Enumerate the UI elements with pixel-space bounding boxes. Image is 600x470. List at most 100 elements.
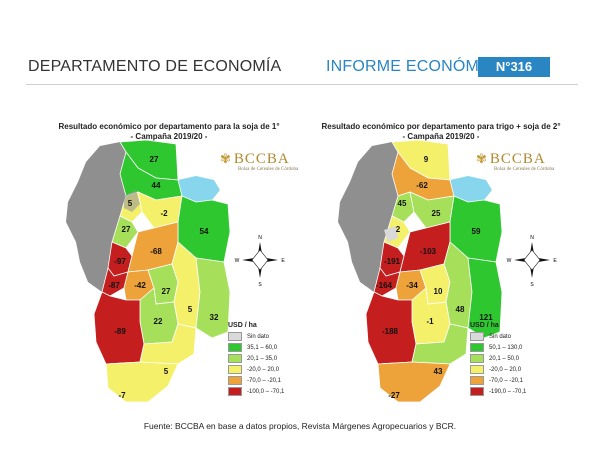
region-value-label: 27: [150, 155, 159, 164]
legend-label: 35,1 – 60,0: [247, 344, 278, 351]
legend-item: 20,1 – 35,0: [228, 354, 284, 363]
map-title-text: Resultado económico por departamento par…: [321, 122, 561, 131]
legend-swatch: [470, 376, 484, 385]
legend-label: 20,1 – 35,0: [247, 355, 278, 362]
region-value-label: 27: [122, 225, 131, 234]
legend-swatch: [470, 343, 484, 352]
region-value-label: -191: [384, 257, 401, 266]
header-divider: [26, 84, 578, 85]
map-panel-soja-primera: Resultado económico por departamento par…: [28, 92, 310, 410]
legend-title: USD / ha: [470, 322, 499, 329]
lake-shape: [178, 176, 220, 202]
legend-label: -20,0 – 20,0: [247, 366, 280, 373]
legend: USD / ha Sin dato 50,1 – 130,0 20,1 – 50…: [470, 322, 526, 398]
region-value-label: -62: [416, 181, 428, 190]
sin-dato-area: [384, 226, 398, 242]
legend-item: -190,0 – -70,1: [470, 387, 526, 396]
report-title: INFORME ECONÓMICO: [326, 58, 509, 75]
compass-west: W: [507, 258, 512, 264]
region-value-label: 121: [479, 313, 493, 322]
region-value-label: -7: [118, 391, 126, 400]
region-value-label: -188: [382, 327, 399, 336]
map-subtitle-text: - Campaña 2019/20 -: [402, 132, 480, 141]
legend-label: -190,0 – -70,1: [489, 388, 527, 395]
region-value-label: 9: [424, 155, 429, 164]
region-value-label: -1: [426, 317, 434, 326]
legend-item: -20,0 – 20,0: [228, 365, 284, 374]
legend-item: -100,0 – -70,1: [228, 387, 284, 396]
region-value-label: 43: [434, 367, 443, 376]
region-value-label: 25: [432, 209, 441, 218]
legend-label: 50,1 – 130,0: [489, 344, 523, 351]
logo-subtitle: Bolsa de Cereales de Córdoba: [238, 167, 299, 172]
choropleth-map: 27 44 5 -2 27 54 -97 -68 -87 -42 27 5 32…: [66, 139, 286, 403]
compass-south: S: [530, 282, 534, 288]
legend-item: -70,0 – -20,1: [228, 376, 284, 385]
region-value-label: -2: [160, 209, 168, 218]
department-region: [467, 257, 503, 339]
logo-subtitle: Bolsa de Cereales de Córdoba: [494, 167, 555, 172]
legend: USD / ha Sin dato 35,1 – 60,0 20,1 – 35,…: [228, 322, 284, 398]
map-title: Resultado económico por departamento par…: [28, 122, 310, 142]
compass-rose: N S W E: [507, 235, 558, 288]
province-map: [338, 139, 503, 403]
region-value-label: -27: [388, 391, 400, 400]
legend-swatch: [228, 365, 242, 374]
report-number-badge: N°316: [478, 57, 550, 77]
region-value-label: 48: [456, 305, 465, 314]
department-title: DEPARTAMENTO DE ECONOMÍA: [28, 58, 282, 75]
bccba-logo: ✾ BCCBA Bolsa de Cereales de Córdoba: [476, 150, 554, 172]
department-region: [195, 257, 231, 339]
department-region: [105, 361, 179, 403]
region-value-label: 27: [162, 287, 171, 296]
legend-label: -100,0 – -70,1: [247, 388, 285, 395]
region-value-label: 32: [210, 313, 219, 322]
region-value-label: 45: [398, 199, 407, 208]
region-value-label: 5: [128, 199, 133, 208]
region-value-label: -42: [134, 281, 146, 290]
legend-item: -70,0 – -20,1: [470, 376, 526, 385]
region-value-label: 59: [472, 227, 481, 236]
region-value-label: -97: [114, 257, 126, 266]
legend-swatch: [228, 354, 242, 363]
region-value-label: -103: [420, 247, 437, 256]
legend-label: Sin dato: [489, 333, 512, 340]
legend-swatch: [470, 354, 484, 363]
compass-east: E: [553, 258, 557, 264]
legend-swatch: [470, 365, 484, 374]
lake-shape: [450, 176, 492, 202]
compass-west: W: [235, 258, 240, 264]
value-labels: 27 44 5 -2 27 54 -97 -68 -87 -42 27 5 32…: [108, 155, 219, 400]
department-region: [377, 361, 451, 403]
region-value-label: -68: [150, 247, 162, 256]
legend-swatch: [228, 343, 242, 352]
legend-label: 20,1 – 50,0: [489, 355, 520, 362]
logo-name: BCCBA: [489, 151, 546, 167]
compass-east: E: [281, 258, 285, 264]
logo-name: BCCBA: [233, 151, 290, 167]
legend-item: Sin dato: [228, 332, 284, 341]
map-title: Resultado económico por departamento par…: [300, 122, 582, 142]
compass-rose: N S W E: [235, 235, 286, 288]
legend-item: -20,0 – 20,0: [470, 365, 526, 374]
compass-south: S: [258, 282, 262, 288]
wheat-icon: ✾: [220, 151, 231, 166]
region-value-label: 5: [164, 367, 169, 376]
legend-label: -20,0 – 20,0: [489, 366, 522, 373]
region-value-label: 5: [188, 305, 193, 314]
map-subtitle-text: - Campaña 2019/20 -: [130, 132, 208, 141]
legend-item: 20,1 – 50,0: [470, 354, 526, 363]
map-panel-trigo-soja-segunda: Resultado económico por departamento par…: [300, 92, 582, 410]
legend-swatch: [470, 332, 484, 341]
relief-area: [66, 142, 126, 292]
legend-swatch: [228, 332, 242, 341]
legend-title: USD / ha: [228, 322, 257, 329]
compass-north: N: [530, 235, 534, 241]
region-value-label: -87: [108, 281, 120, 290]
legend-label: Sin dato: [247, 333, 270, 340]
region-value-label: -34: [406, 281, 418, 290]
map-title-text: Resultado económico por departamento par…: [58, 122, 280, 131]
province-map: [66, 139, 231, 403]
relief-area: [338, 142, 398, 292]
legend-swatch: [228, 376, 242, 385]
